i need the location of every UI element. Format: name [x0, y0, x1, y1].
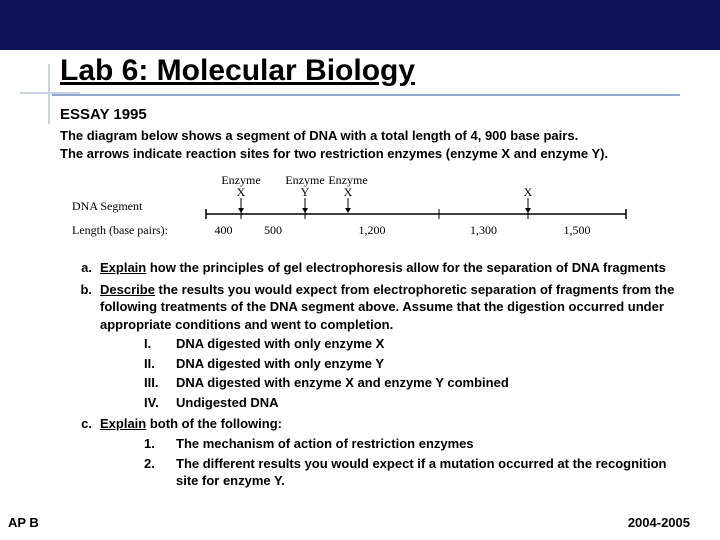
question-b-sub-num: II.: [144, 355, 176, 373]
enzyme-arrowhead: [345, 208, 351, 213]
q-a-rest: how the principles of gel electrophoresi…: [146, 260, 666, 275]
q-body-c: Explain both of the following: 1.The mec…: [100, 415, 680, 489]
segment-length: 500: [264, 223, 282, 237]
questions: a. Explain how the principles of gel ele…: [60, 259, 680, 490]
q-b-rest: the results you would expect from electr…: [100, 282, 674, 332]
question-c-sub: 2.The different results you would expect…: [100, 455, 680, 490]
dna-svg: DNA SegmentLength (base pairs):EnzymeXEn…: [66, 172, 646, 244]
question-c: c. Explain both of the following: 1.The …: [60, 415, 680, 489]
intro-line2: The arrows indicate reaction sites for t…: [60, 146, 608, 161]
segment-length: 1,200: [359, 223, 386, 237]
footer-left: AP B: [8, 515, 39, 530]
question-b-sub-num: III.: [144, 374, 176, 392]
question-b-sub: II.DNA digested with only enzyme Y: [100, 355, 680, 373]
question-a: a. Explain how the principles of gel ele…: [60, 259, 680, 277]
q-letter-b: b.: [60, 281, 100, 412]
q-body-b: Describe the results you would expect fr…: [100, 281, 680, 412]
question-b-sub-text: DNA digested with only enzyme X: [176, 335, 680, 353]
content-area: Lab 6: Molecular Biology ESSAY 1995 The …: [0, 50, 720, 490]
question-c-sub: 1.The mechanism of action of restriction…: [100, 435, 680, 453]
diagram-label-bottom: Length (base pairs):: [72, 223, 168, 237]
dna-diagram: DNA SegmentLength (base pairs):EnzymeXEn…: [66, 172, 680, 249]
q-letter-c: c.: [60, 415, 100, 489]
question-b-sub-num: I.: [144, 335, 176, 353]
enzyme-sub: X: [237, 185, 246, 199]
q-letter-a: a.: [60, 259, 100, 277]
enzyme-sub: Y: [301, 185, 310, 199]
title-row: Lab 6: Molecular Biology: [52, 50, 680, 96]
enzyme-sub: X: [344, 185, 353, 199]
segment-length: 1,300: [470, 223, 497, 237]
q-b-verb: Describe: [100, 282, 155, 297]
question-b: b. Describe the results you would expect…: [60, 281, 680, 412]
q-c-verb: Explain: [100, 416, 146, 431]
page-title: Lab 6: Molecular Biology: [60, 54, 415, 87]
question-b-sub-text: DNA digested with only enzyme Y: [176, 355, 680, 373]
essay-subtitle: ESSAY 1995: [60, 106, 680, 123]
question-b-sub-text: Undigested DNA: [176, 394, 680, 412]
question-c-sub-text: The different results you would expect i…: [176, 455, 680, 490]
q-a-verb: Explain: [100, 260, 146, 275]
question-c-sub-num: 2.: [144, 455, 176, 490]
q-body-a: Explain how the principles of gel electr…: [100, 259, 680, 277]
enzyme-sub: X: [524, 185, 533, 199]
segment-length: 1,500: [564, 223, 591, 237]
question-b-sub-text: DNA digested with enzyme X and enzyme Y …: [176, 374, 680, 392]
question-c-sub-num: 1.: [144, 435, 176, 453]
question-b-sub: III.DNA digested with enzyme X and enzym…: [100, 374, 680, 392]
intro-text: The diagram below shows a segment of DNA…: [60, 127, 680, 162]
question-b-sub-num: IV.: [144, 394, 176, 412]
q-c-rest: both of the following:: [146, 416, 282, 431]
diagram-label-top: DNA Segment: [72, 199, 143, 213]
question-b-sub: IV.Undigested DNA: [100, 394, 680, 412]
question-b-sub: I.DNA digested with only enzyme X: [100, 335, 680, 353]
footer-right: 2004-2005: [628, 515, 690, 530]
top-band: [0, 0, 720, 50]
segment-length: 400: [215, 223, 233, 237]
question-c-sub-text: The mechanism of action of restriction e…: [176, 435, 680, 453]
intro-line1: The diagram below shows a segment of DNA…: [60, 128, 578, 143]
